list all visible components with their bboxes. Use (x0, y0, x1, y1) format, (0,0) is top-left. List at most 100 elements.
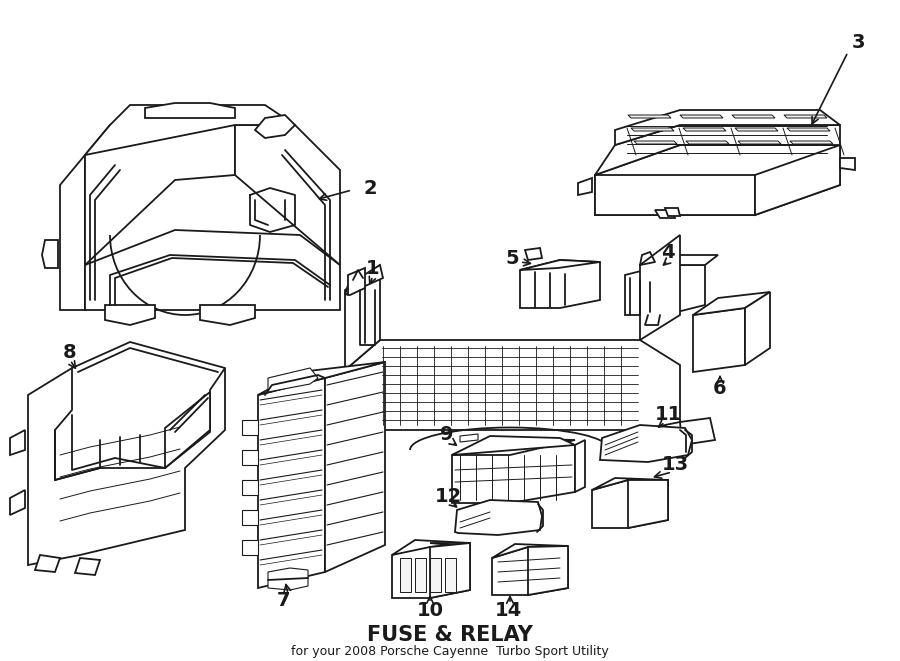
Polygon shape (592, 480, 668, 528)
Polygon shape (392, 540, 470, 555)
Polygon shape (492, 544, 568, 558)
Polygon shape (452, 436, 575, 455)
Polygon shape (255, 115, 295, 138)
Polygon shape (693, 292, 770, 315)
Polygon shape (595, 175, 755, 215)
Polygon shape (732, 115, 775, 118)
Polygon shape (680, 115, 723, 118)
Text: 13: 13 (662, 455, 688, 475)
Polygon shape (105, 305, 155, 325)
Text: 9: 9 (440, 426, 454, 444)
Text: 7: 7 (276, 590, 290, 609)
Polygon shape (655, 210, 675, 218)
Text: 5: 5 (505, 249, 518, 268)
Text: 12: 12 (435, 488, 462, 506)
Polygon shape (492, 547, 568, 595)
Polygon shape (242, 450, 258, 465)
Polygon shape (784, 115, 827, 118)
Polygon shape (258, 362, 385, 395)
Polygon shape (787, 128, 830, 131)
Polygon shape (325, 362, 385, 572)
Polygon shape (258, 378, 325, 588)
Polygon shape (242, 420, 258, 435)
Polygon shape (595, 125, 840, 175)
Polygon shape (640, 235, 680, 340)
Polygon shape (85, 230, 340, 310)
Polygon shape (42, 240, 58, 268)
Polygon shape (60, 155, 85, 310)
Text: 6: 6 (713, 379, 727, 397)
Polygon shape (345, 340, 680, 430)
Polygon shape (415, 558, 426, 592)
Polygon shape (455, 500, 542, 535)
Polygon shape (345, 265, 380, 370)
Polygon shape (628, 480, 668, 483)
Polygon shape (520, 260, 600, 270)
Polygon shape (634, 141, 677, 144)
Polygon shape (840, 158, 855, 170)
Polygon shape (615, 110, 840, 145)
Polygon shape (592, 478, 668, 490)
Polygon shape (75, 558, 100, 575)
Polygon shape (85, 105, 295, 155)
Polygon shape (738, 141, 781, 144)
Polygon shape (445, 558, 456, 592)
Text: 1: 1 (366, 258, 380, 278)
Polygon shape (430, 543, 470, 598)
Text: for your 2008 Porsche Cayenne  Turbo Sport Utility: for your 2008 Porsche Cayenne Turbo Spor… (291, 646, 609, 658)
Polygon shape (600, 425, 692, 462)
Polygon shape (165, 392, 210, 468)
Polygon shape (631, 128, 674, 131)
Polygon shape (28, 368, 225, 565)
Polygon shape (575, 440, 585, 492)
Polygon shape (268, 568, 308, 590)
Polygon shape (452, 438, 575, 455)
Polygon shape (693, 308, 745, 372)
Polygon shape (308, 428, 345, 452)
Polygon shape (628, 115, 671, 118)
Polygon shape (85, 125, 235, 265)
Text: 14: 14 (494, 600, 522, 619)
Polygon shape (595, 145, 840, 215)
Polygon shape (10, 490, 25, 515)
Polygon shape (348, 268, 365, 295)
Polygon shape (392, 543, 470, 598)
Polygon shape (625, 265, 705, 315)
Polygon shape (680, 418, 715, 445)
Text: FUSE & RELAY: FUSE & RELAY (367, 625, 533, 645)
Polygon shape (578, 178, 592, 195)
Text: 10: 10 (417, 600, 444, 619)
Text: 11: 11 (654, 405, 681, 424)
Polygon shape (345, 265, 383, 295)
Polygon shape (686, 141, 729, 144)
Text: 8: 8 (63, 342, 76, 362)
Polygon shape (242, 510, 258, 525)
Polygon shape (755, 145, 840, 215)
Text: 4: 4 (662, 243, 675, 262)
Polygon shape (430, 558, 441, 592)
Text: 3: 3 (851, 32, 865, 52)
Polygon shape (735, 128, 778, 131)
Polygon shape (430, 543, 470, 547)
Polygon shape (790, 141, 833, 144)
Polygon shape (528, 546, 568, 595)
Polygon shape (628, 480, 668, 528)
Polygon shape (145, 103, 235, 118)
Polygon shape (268, 368, 318, 392)
Polygon shape (520, 260, 600, 308)
Polygon shape (460, 434, 478, 442)
Polygon shape (10, 430, 25, 455)
Polygon shape (665, 208, 680, 216)
Polygon shape (683, 128, 726, 131)
Polygon shape (200, 305, 255, 325)
Polygon shape (665, 255, 718, 265)
Text: 2: 2 (364, 178, 377, 198)
Polygon shape (235, 125, 340, 265)
Polygon shape (242, 540, 258, 555)
Polygon shape (525, 248, 542, 260)
Polygon shape (452, 440, 575, 503)
Polygon shape (400, 558, 411, 592)
Polygon shape (35, 555, 60, 572)
Polygon shape (242, 480, 258, 495)
Polygon shape (745, 292, 770, 365)
